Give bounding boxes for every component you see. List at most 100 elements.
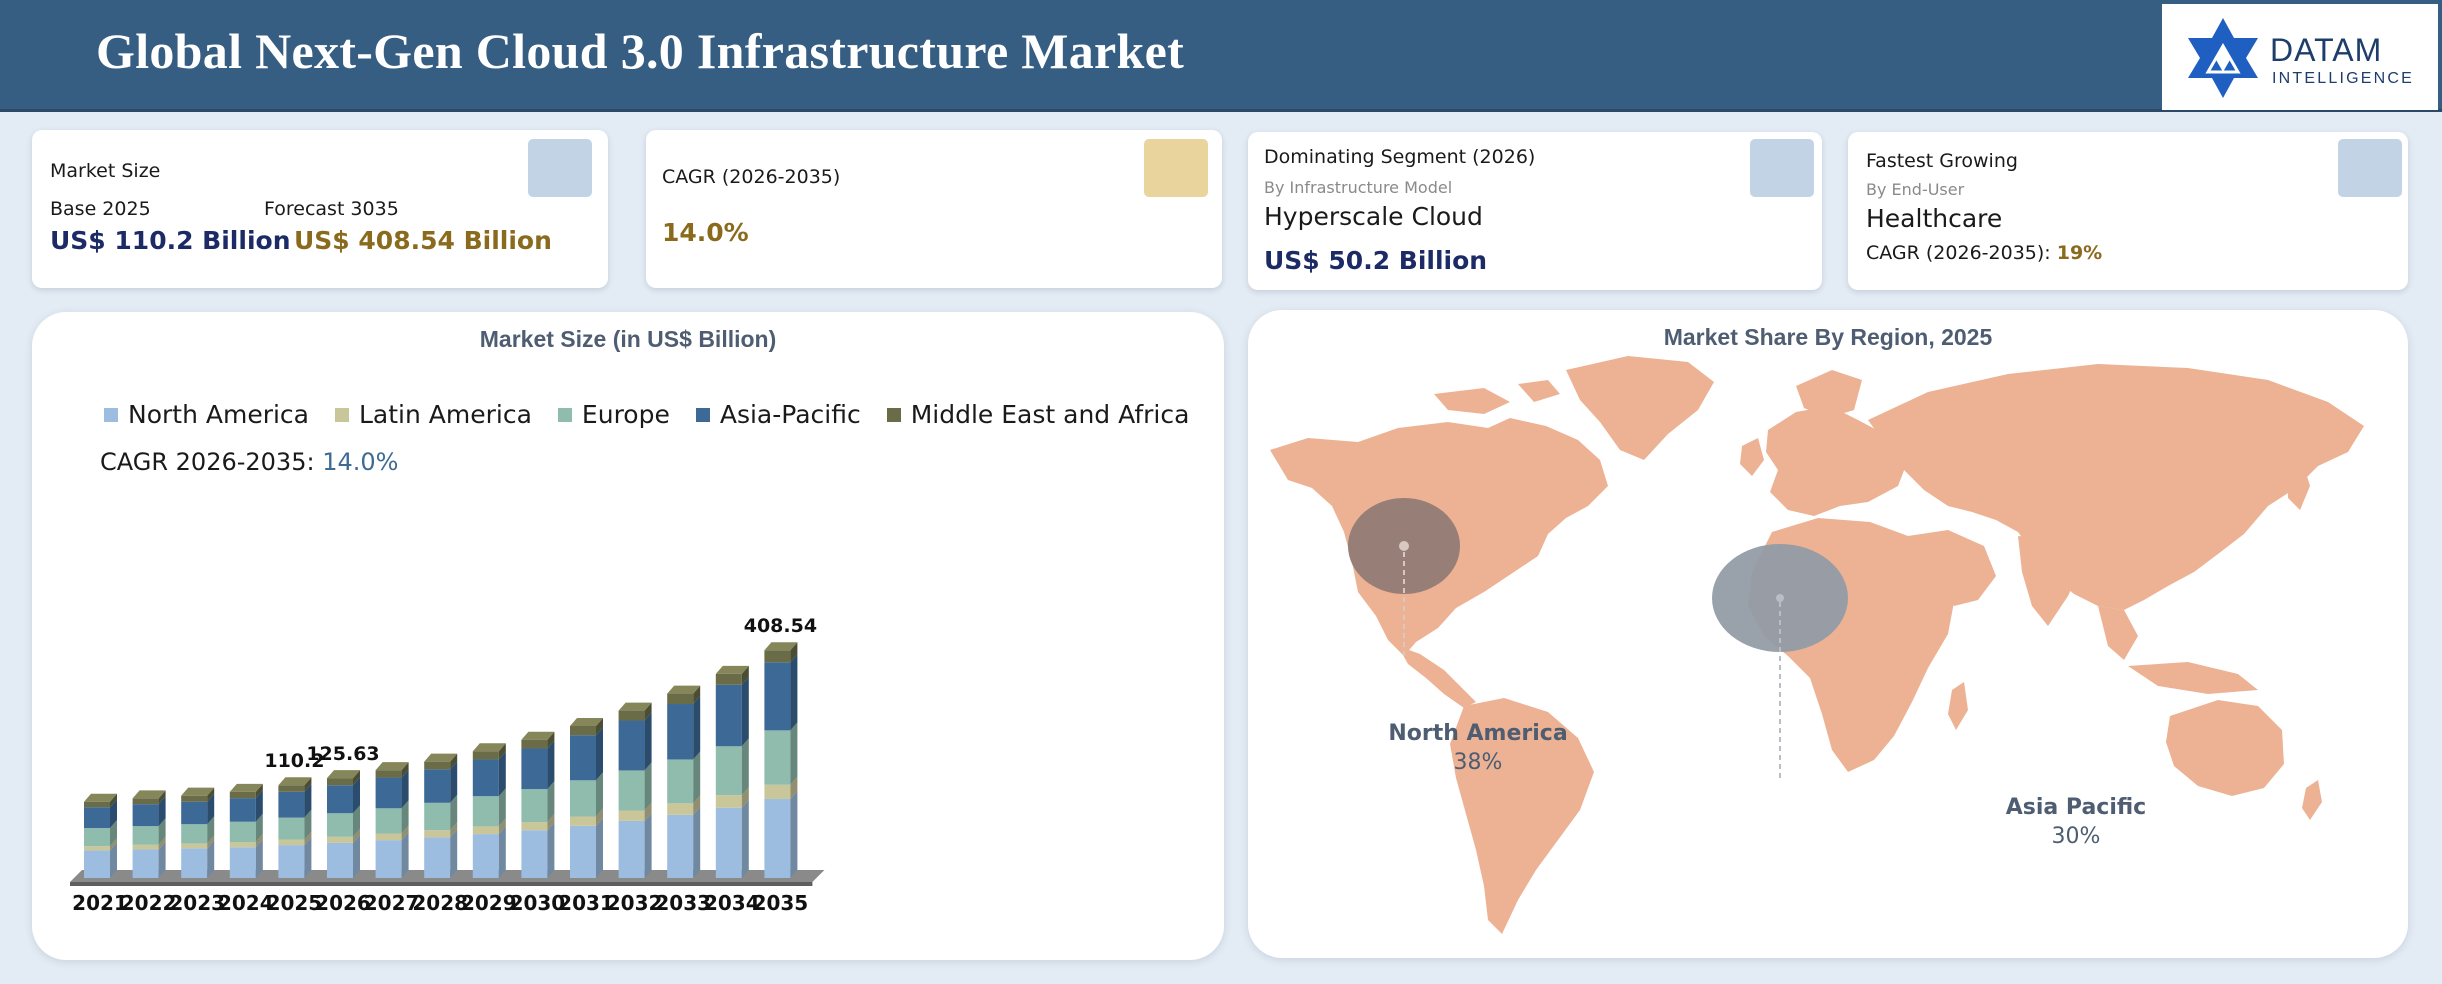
- bar-stack-2022: [132, 790, 166, 878]
- x-tick-2026: 2026: [315, 891, 371, 915]
- bar-side-2021-series-0: [110, 842, 117, 878]
- x-tick-2031: 2031: [558, 891, 614, 915]
- bar-side-2033-series-1: [693, 795, 701, 815]
- chart-floor-edge: [70, 882, 813, 886]
- data-label-2026: 125.63: [306, 743, 379, 765]
- bar-2029-series-2: [472, 796, 499, 827]
- bar-2021-series-2: [84, 828, 110, 847]
- legend-item-0: North America: [104, 400, 309, 429]
- kpi-card-market-size: Market Size Base 2025 Forecast 3035 US$ …: [32, 130, 608, 288]
- bar-side-2021-series-4: [110, 793, 117, 808]
- bar-2035-series-2: [764, 730, 791, 785]
- bar-chart-cagr-value: 14.0%: [322, 448, 399, 476]
- bar-2025-series-2: [278, 817, 305, 840]
- bar-2032-series-2: [618, 770, 645, 811]
- bar-side-2031-series-3: [596, 727, 603, 781]
- bar-side-2023-series-4: [207, 787, 215, 802]
- bar-chart-legend: North America Latin America Europe Asia-Pac…: [104, 400, 1215, 429]
- bar-2030-series-0: [521, 830, 548, 878]
- bar-2027-series-1: [375, 833, 402, 841]
- logo-text-secondary: INTELLIGENCE: [2272, 70, 2414, 87]
- bar-2030-series-3: [521, 748, 548, 790]
- bar-2031-series-0: [570, 825, 596, 878]
- map-scandinavia-shape: [1796, 370, 1862, 418]
- bar-stack-2029: [472, 743, 506, 878]
- map-arctic-islands-shape: [1434, 388, 1510, 414]
- bar-side-2030-series-4: [547, 731, 555, 749]
- map-australia-shape: [2166, 700, 2284, 796]
- bar-2030-series-1: [521, 822, 548, 831]
- bar-side-2031-series-2: [596, 772, 603, 817]
- bar-side-2033-series-3: [693, 696, 701, 760]
- x-tick-2021: 2021: [72, 891, 128, 915]
- kpi-forecast-label: Forecast 3035: [264, 198, 399, 220]
- legend-label-2: Europe: [581, 400, 670, 429]
- bar-top-2034: [715, 665, 749, 674]
- bar-side-2024-series-4: [255, 783, 263, 799]
- x-tick-2024: 2024: [218, 891, 274, 915]
- bar-side-2032-series-4: [644, 702, 652, 721]
- kpi-fastest-swatch: [2338, 139, 2402, 197]
- bar-side-2026-series-2: [353, 805, 360, 837]
- logo-text-primary: DATAM: [2270, 32, 2383, 68]
- kpi-fastest-segment: Healthcare: [1866, 204, 2003, 233]
- bar-side-2035-series-1: [790, 776, 798, 799]
- bar-side-2027-series-2: [401, 800, 409, 834]
- page-title: Global Next-Gen Cloud 3.0 Infrastructure…: [96, 23, 1185, 79]
- bar-side-2023-series-0: [207, 840, 215, 878]
- bar-top-2022: [132, 790, 166, 799]
- kpi-dominating-subtitle: By Infrastructure Model: [1264, 178, 1453, 197]
- bar-chart-svg: 20212022202320242025110.22026125.6320272…: [70, 615, 825, 915]
- bar-2030-series-4: [521, 739, 548, 749]
- x-tick-2033: 2033: [655, 891, 711, 915]
- kpi-card-dominating-segment: Dominating Segment (2026) By Infrastruct…: [1248, 132, 1822, 290]
- bar-2029-series-3: [472, 759, 499, 797]
- bar-stack-2033: [667, 685, 701, 878]
- bar-side-2022-series-0: [158, 841, 166, 878]
- x-tick-2022: 2022: [121, 891, 177, 915]
- bar-side-2024-series-0: [255, 839, 263, 878]
- bar-stack-2032: [618, 702, 652, 878]
- bar-2029-series-1: [472, 826, 499, 835]
- bar-side-2022-series-3: [158, 796, 166, 827]
- header-bar: Global Next-Gen Cloud 3.0 Infrastructure…: [0, 0, 2442, 112]
- legend-label-4: Middle East and Africa: [910, 400, 1190, 429]
- bar-side-2023-series-3: [207, 793, 215, 825]
- bar-side-2027-series-4: [401, 762, 409, 778]
- bar-2026-series-1: [327, 836, 353, 843]
- bar-2028-series-4: [424, 761, 451, 770]
- legend-swatch-0: [104, 407, 118, 422]
- bar-stack-2027: [375, 762, 409, 878]
- legend-label-3: Asia-Pacific: [719, 400, 861, 429]
- bar-2021-series-1: [84, 846, 110, 851]
- bar-2026-series-4: [327, 778, 353, 786]
- bar-2024-series-0: [229, 847, 256, 878]
- bar-side-2029-series-4: [498, 743, 506, 760]
- bar-2033-series-2: [667, 759, 694, 804]
- bar-top-2023: [181, 787, 215, 796]
- bar-2031-series-4: [570, 725, 596, 736]
- bar-2032-series-3: [618, 720, 645, 771]
- kpi-forecast-value: US$ 408.54 Billion: [294, 226, 552, 255]
- bar-2032-series-0: [618, 820, 645, 878]
- world-map-svg: North America 38% Asia Pacific 30%: [1270, 356, 2364, 934]
- bar-2024-series-3: [229, 798, 256, 822]
- map-share-north-america: 38%: [1454, 750, 1503, 775]
- bar-2034-series-2: [715, 746, 742, 796]
- bar-stack-2035: [764, 642, 798, 878]
- bar-2032-series-1: [618, 810, 645, 821]
- bar-2034-series-0: [715, 807, 742, 878]
- legend-label-0: North America: [128, 400, 309, 429]
- bar-2021-series-4: [84, 801, 110, 808]
- bar-top-2027: [375, 762, 409, 771]
- bar-side-2031-series-1: [596, 808, 603, 826]
- bar-side-2030-series-2: [547, 781, 555, 823]
- north-america-dot: [1399, 541, 1409, 551]
- x-tick-2032: 2032: [607, 891, 663, 915]
- bar-2021-series-3: [84, 807, 110, 829]
- bar-top-2035: [764, 642, 798, 651]
- bar-side-2025-series-2: [304, 809, 312, 840]
- bar-side-2034-series-3: [741, 676, 749, 747]
- bar-side-2023-series-1: [207, 835, 215, 849]
- bar-side-2026-series-3: [353, 777, 360, 814]
